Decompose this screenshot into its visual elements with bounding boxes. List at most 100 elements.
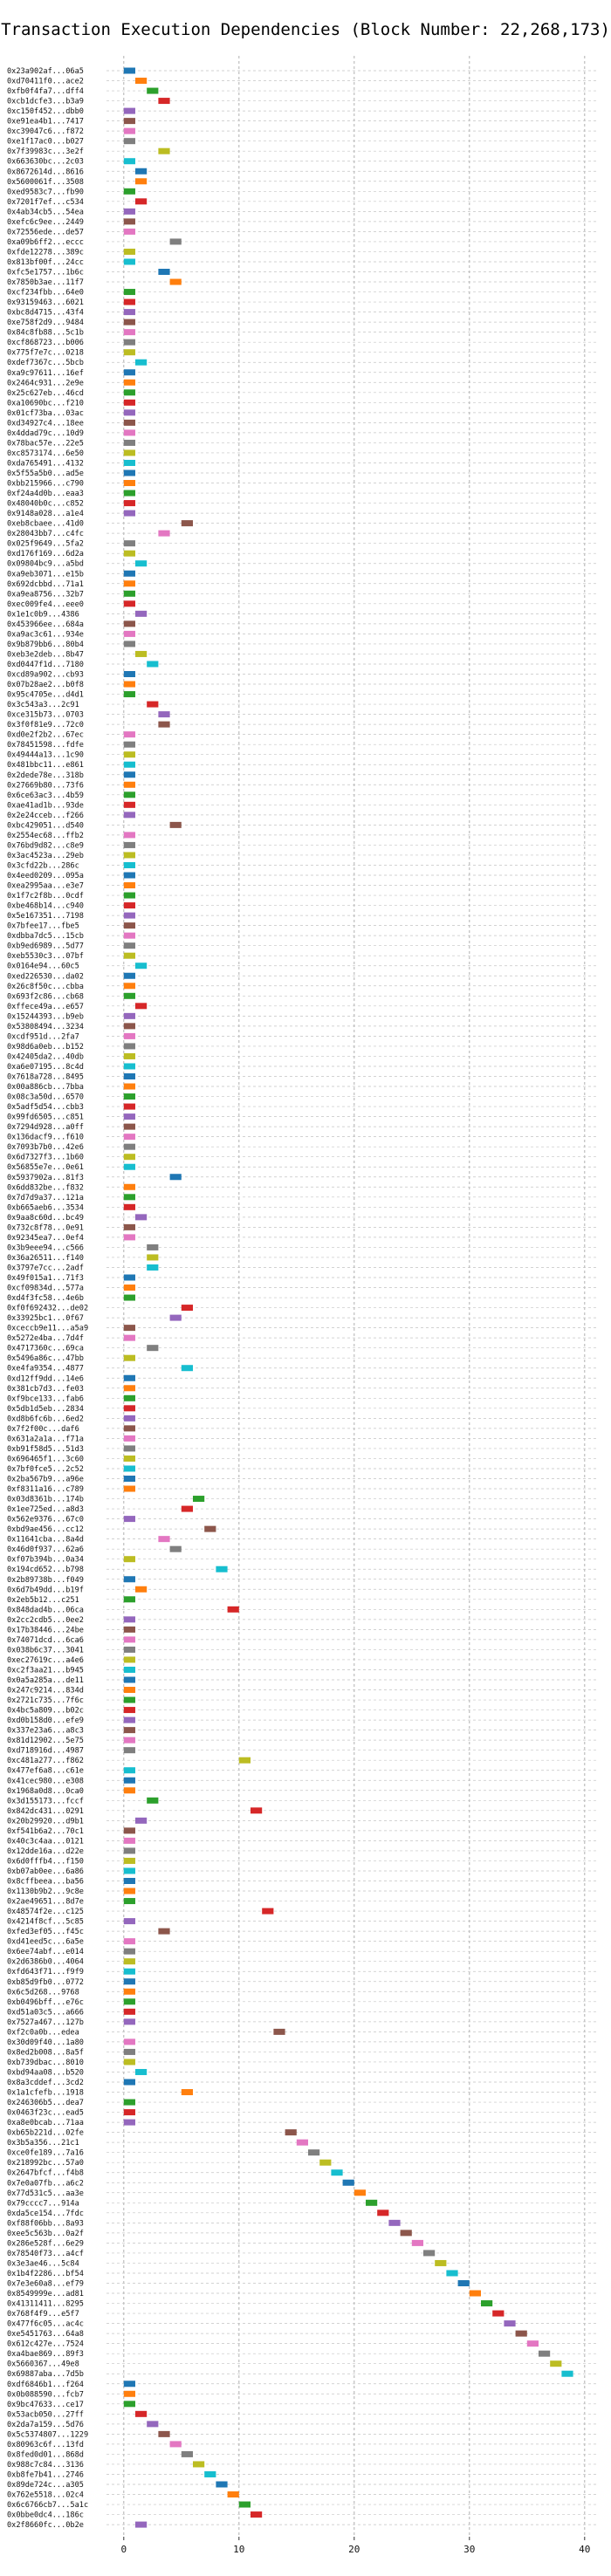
y-tick-label: 0x7294d928...a0ff (7, 1123, 84, 1132)
bar (181, 1505, 193, 1512)
bar (123, 1898, 135, 1905)
bar (123, 158, 135, 165)
bar (123, 1777, 135, 1784)
bar (123, 1666, 135, 1673)
bar (123, 1183, 135, 1190)
y-tick-label: 0x26c8f50c...cbba (7, 983, 84, 991)
bar (123, 932, 135, 939)
y-tick-label: 0x381cb7d3...fe03 (7, 1385, 84, 1394)
y-tick-label: 0x46d0f937...62a6 (7, 1545, 84, 1554)
bar (135, 198, 148, 205)
bar (123, 1767, 135, 1774)
y-tick-label: 0x53808494...3234 (7, 1023, 84, 1031)
bar (238, 1757, 251, 1764)
y-tick-label: 0x5660367...49e8 (7, 2360, 79, 2369)
bar (123, 771, 135, 778)
y-tick-label: 0x5496a86c...47bb (7, 1354, 84, 1363)
bar (123, 500, 135, 507)
y-tick-label: 0xa8e0bcab...71aa (7, 2119, 84, 2127)
bar (135, 1214, 148, 1221)
bar (123, 409, 135, 416)
bar (123, 349, 135, 356)
bar (123, 2038, 135, 2045)
y-tick-label: 0xec009fe4...eee0 (7, 600, 84, 609)
bar (123, 1103, 135, 1110)
y-tick-label: 0xb07ab0ee...6a86 (7, 1867, 84, 1876)
y-tick-label: 0x631a2a1a...f71a (7, 1435, 84, 1443)
y-tick-label: 0xd176f169...6d2a (7, 550, 84, 558)
y-tick-label: 0x0b088590...fcb7 (7, 2390, 84, 2399)
y-tick-label: 0x848dad4b...06ca (7, 1606, 84, 1614)
bar (123, 1857, 135, 1864)
bar (123, 1958, 135, 1965)
y-tick-label: 0x7850b3ae...11f7 (7, 278, 84, 287)
bar (123, 1435, 135, 1442)
y-tick-label: 0xeb5530c3...07bf (7, 952, 84, 961)
bar (135, 2410, 148, 2417)
y-tick-label: 0x693f2c86...cb68 (7, 992, 84, 1001)
bar (123, 902, 135, 909)
y-tick-label: 0xd4f3fc58...4e6b (7, 1294, 84, 1303)
y-tick-label: 0xe4fa9354...4877 (7, 1365, 84, 1374)
y-tick-label: 0xd0e2f2b2...67ec (7, 731, 84, 740)
y-tick-label: 0xae41ad1b...93de (7, 801, 84, 810)
y-tick-label: 0xd0447f1d...7180 (7, 661, 84, 669)
bar (123, 1918, 135, 1925)
bar (123, 1737, 135, 1744)
bar (123, 1223, 135, 1230)
y-tick-label: 0x48574f2e...c125 (7, 1908, 84, 1916)
y-tick-label: 0x477ef6a8...c61e (7, 1767, 84, 1776)
bar (123, 751, 135, 758)
bar (123, 630, 135, 637)
y-tick-label: 0x36a26511...f140 (7, 1254, 84, 1263)
bar (123, 952, 135, 959)
y-tick-label: 0x2721c735...7f6c (7, 1696, 84, 1705)
bar (123, 1676, 135, 1683)
bar (181, 2089, 193, 2096)
bar (158, 711, 170, 718)
y-tick-label: 0xd51a03c5...a666 (7, 2008, 84, 2017)
bar (123, 1787, 135, 1794)
y-tick-label: 0xffece49a...e657 (7, 1003, 84, 1011)
y-tick-label: 0x6c5d268...9768 (7, 1988, 79, 1997)
bar (123, 1485, 135, 1492)
bar (400, 2230, 412, 2237)
y-tick-label: 0x81d12902...5e75 (7, 1737, 84, 1745)
y-tick-label: 0x7d7d9a37...121a (7, 1194, 84, 1202)
y-tick-label: 0x4eed0209...095a (7, 872, 84, 880)
bar (123, 228, 135, 235)
y-tick-label: 0x4717360c...69ca (7, 1345, 84, 1353)
bar (123, 1143, 135, 1150)
y-tick-label: 0x7f39983c...3e2f (7, 147, 84, 156)
bar (123, 1405, 135, 1412)
y-tick-label: 0xf88f06bb...8a93 (7, 2219, 84, 2228)
bar (123, 379, 135, 386)
y-tick-label: 0x53acb050...27ff (7, 2410, 84, 2419)
bar (123, 1334, 135, 1341)
y-tick-label: 0xbc8d4715...43f4 (7, 309, 84, 318)
bar (123, 1083, 135, 1090)
bar (193, 2461, 205, 2468)
y-tick-label: 0x692dcbbd...71a1 (7, 580, 84, 589)
bar (123, 872, 135, 879)
y-tick-label: 0x7093b7b0...42e6 (7, 1143, 84, 1152)
grid-lines (106, 56, 596, 2537)
bar (135, 168, 148, 175)
y-tick-label: 0x038b6c37...3041 (7, 1646, 84, 1655)
y-tick-label: 0xb91f58d5...51d3 (7, 1445, 84, 1454)
bar (123, 641, 135, 647)
y-tick-label: 0x5db1d5eb...2834 (7, 1405, 84, 1414)
bar (123, 1556, 135, 1563)
bar (388, 2219, 401, 2226)
y-tick-label: 0x9148a028...a1e4 (7, 510, 84, 518)
y-tick-label: 0x218992bc...57a0 (7, 2159, 84, 2168)
bar (227, 1606, 239, 1613)
bar (123, 1394, 135, 1401)
x-tick-label: 20 (348, 2544, 360, 2555)
y-tick-label: 0xb8fe7b41...2746 (7, 2470, 84, 2479)
y-tick-label: 0x5e167351...7198 (7, 912, 84, 921)
y-tick-label: 0x89de724c...a305 (7, 2481, 84, 2490)
y-tick-label: 0xefc6c9ee...2449 (7, 218, 84, 227)
bar (123, 67, 135, 74)
